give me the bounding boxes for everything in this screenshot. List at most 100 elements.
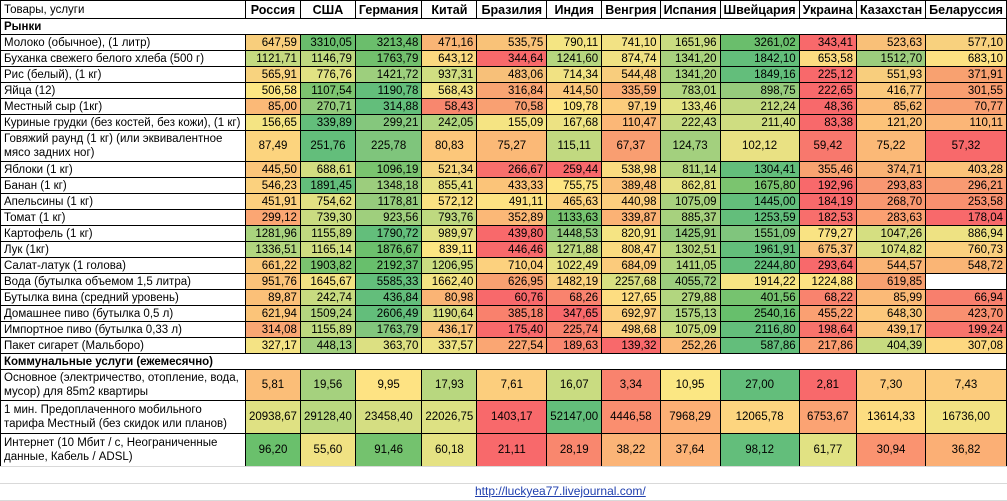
price-cell[interactable]: 80,83 (421, 130, 478, 162)
price-cell[interactable]: 643,12 (421, 50, 478, 67)
price-cell[interactable]: 538,98 (601, 161, 661, 178)
price-cell[interactable]: 506,58 (244, 82, 301, 99)
price-cell[interactable]: 1763,79 (354, 321, 423, 338)
price-cell[interactable]: 1645,67 (299, 273, 356, 290)
price-cell[interactable]: 327,17 (244, 337, 301, 354)
price-cell[interactable]: 344,64 (476, 50, 548, 67)
price-cell[interactable]: 577,10 (925, 34, 1007, 51)
price-cell[interactable]: 1509,24 (299, 305, 356, 322)
price-cell[interactable]: 1336,51 (244, 241, 301, 258)
price-cell[interactable]: 1551,09 (719, 225, 800, 242)
price-cell[interactable]: 1190,64 (421, 305, 478, 322)
row-label[interactable]: Вода (бутылка объемом 1,5 литра) (0, 273, 246, 290)
column-header[interactable]: Бразилия (476, 0, 548, 19)
price-cell[interactable]: 212,24 (719, 98, 800, 115)
price-cell[interactable]: 36,82 (925, 433, 1007, 467)
price-cell[interactable]: 523,63 (856, 34, 927, 51)
price-cell[interactable]: 1121,71 (244, 50, 301, 67)
price-cell[interactable]: 307,08 (925, 337, 1007, 354)
price-cell[interactable]: 337,57 (421, 337, 478, 354)
price-cell[interactable]: 67,37 (601, 130, 661, 162)
price-cell[interactable]: 22026,75 (421, 400, 478, 434)
price-cell[interactable]: 1146,79 (299, 50, 356, 67)
price-cell[interactable]: 4055,72 (659, 273, 721, 290)
price-cell[interactable]: 1348,18 (354, 177, 423, 194)
price-cell[interactable]: 21,11 (476, 433, 548, 467)
price-cell[interactable]: 783,01 (659, 82, 721, 99)
price-cell[interactable]: 1224,88 (798, 273, 858, 290)
price-cell[interactable]: 20938,67 (244, 400, 301, 434)
price-cell[interactable]: 339,87 (601, 209, 661, 226)
row-label[interactable]: Яйца (12) (0, 82, 246, 99)
price-cell[interactable]: 211,40 (719, 114, 800, 131)
price-cell[interactable]: 178,04 (925, 209, 1007, 226)
price-cell[interactable]: 465,63 (546, 193, 603, 210)
price-cell[interactable]: 1448,53 (546, 225, 603, 242)
price-cell[interactable]: 1241,60 (546, 50, 603, 67)
price-cell[interactable]: 1155,89 (299, 321, 356, 338)
price-cell[interactable]: 683,10 (925, 50, 1007, 67)
price-cell[interactable]: 423,70 (925, 305, 1007, 322)
price-cell[interactable]: 343,41 (798, 34, 858, 51)
price-cell[interactable]: 1961,91 (719, 241, 800, 258)
row-label[interactable]: Апельсины (1 кг) (0, 193, 246, 210)
column-header[interactable]: Швейцария (719, 0, 800, 19)
price-cell[interactable]: 4446,58 (601, 400, 661, 434)
price-cell[interactable]: 301,55 (925, 82, 1007, 99)
price-cell[interactable]: 2244,80 (719, 257, 800, 274)
price-cell[interactable]: 544,48 (601, 66, 661, 83)
price-cell[interactable]: 259,44 (546, 161, 603, 178)
price-cell[interactable]: 3310,05 (299, 34, 356, 51)
price-cell[interactable]: 808,47 (601, 241, 661, 258)
row-label[interactable]: Пакет сигарет (Мальборо) (0, 337, 246, 354)
price-cell[interactable]: 252,26 (659, 337, 721, 354)
price-cell[interactable]: 2606,49 (354, 305, 423, 322)
price-cell[interactable]: 7968,29 (659, 400, 721, 434)
price-cell[interactable]: 115,11 (546, 130, 603, 162)
price-cell[interactable]: 885,37 (659, 209, 721, 226)
price-cell[interactable]: 335,59 (601, 82, 661, 99)
price-cell[interactable]: 1411,05 (659, 257, 721, 274)
row-label[interactable]: Салат-латук (1 голова) (0, 257, 246, 274)
price-cell[interactable]: 1047,26 (856, 225, 927, 242)
price-cell[interactable]: 83,38 (798, 114, 858, 131)
price-cell[interactable]: 448,13 (299, 337, 356, 354)
price-cell[interactable]: 85,00 (244, 98, 301, 115)
price-cell[interactable]: 75,22 (856, 130, 927, 162)
price-cell[interactable]: 1107,54 (299, 82, 356, 99)
price-cell[interactable]: 102,12 (719, 130, 800, 162)
row-label[interactable]: Импортное пиво (бутылка 0,33 л) (0, 321, 246, 338)
row-label[interactable]: 1 мин. Предоплаченного мобильного тарифа… (0, 400, 246, 434)
price-cell[interactable]: 175,40 (476, 321, 548, 338)
price-cell[interactable]: 89,87 (244, 289, 301, 306)
price-cell[interactable]: 1178,81 (354, 193, 423, 210)
price-cell[interactable]: 27,00 (719, 369, 800, 401)
price-cell[interactable]: 1403,17 (476, 400, 548, 434)
price-cell[interactable]: 653,58 (798, 50, 858, 67)
price-cell[interactable]: 70,58 (476, 98, 548, 115)
price-cell[interactable]: 855,41 (421, 177, 478, 194)
price-cell[interactable]: 59,42 (798, 130, 858, 162)
price-cell[interactable]: 754,62 (299, 193, 356, 210)
price-cell[interactable]: 270,71 (299, 98, 356, 115)
price-cell[interactable]: 293,64 (798, 257, 858, 274)
price-cell[interactable]: 48,36 (798, 98, 858, 115)
price-cell[interactable]: 225,12 (798, 66, 858, 83)
column-header[interactable]: Китай (421, 0, 478, 19)
price-cell[interactable]: 268,70 (856, 193, 927, 210)
price-cell[interactable]: 2257,68 (601, 273, 661, 290)
price-cell[interactable]: 544,57 (856, 257, 927, 274)
price-cell[interactable]: 167,68 (546, 114, 603, 131)
price-cell[interactable]: 451,91 (244, 193, 301, 210)
price-cell[interactable]: 339,89 (299, 114, 356, 131)
price-cell[interactable]: 1790,72 (354, 225, 423, 242)
source-link[interactable]: http://luckyea77.livejournal.com/ (475, 484, 646, 498)
price-cell[interactable]: 403,28 (925, 161, 1007, 178)
price-cell[interactable]: 1155,89 (299, 225, 356, 242)
price-cell[interactable]: 626,95 (476, 273, 548, 290)
price-cell[interactable]: 37,64 (659, 433, 721, 467)
price-cell[interactable]: 23458,40 (354, 400, 423, 434)
price-cell[interactable]: 198,64 (798, 321, 858, 338)
price-cell[interactable]: 7,61 (476, 369, 548, 401)
price-cell[interactable]: 139,32 (601, 337, 661, 354)
